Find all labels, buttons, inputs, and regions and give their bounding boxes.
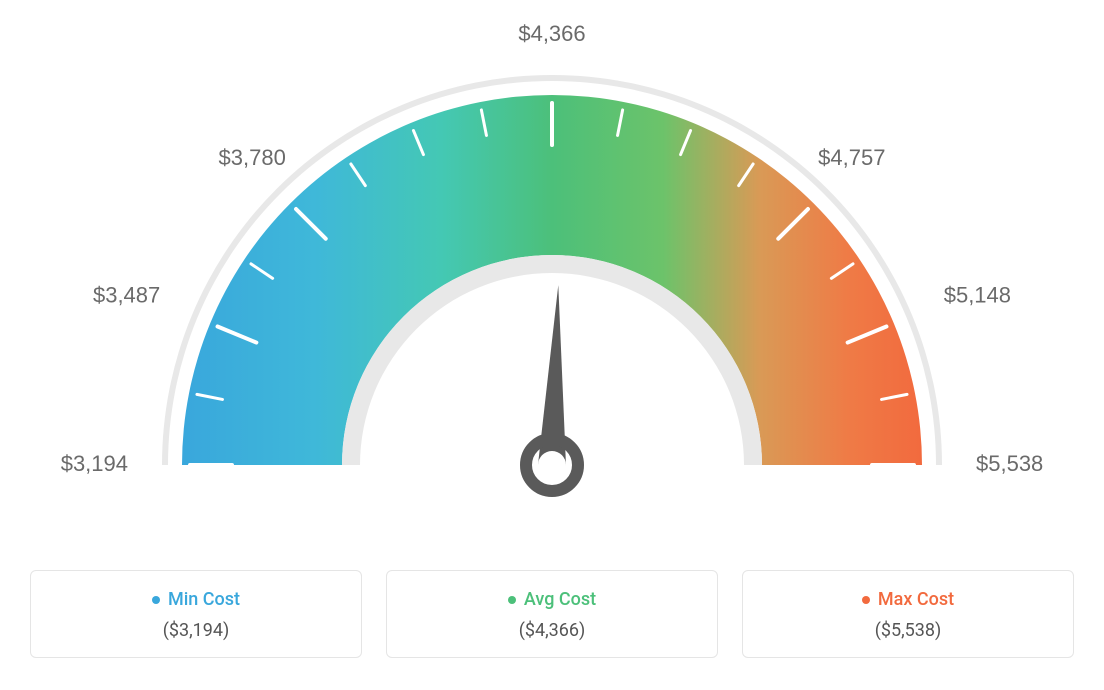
svg-text:$5,538: $5,538 (976, 451, 1043, 476)
svg-text:$4,366: $4,366 (518, 21, 585, 46)
cost-gauge-chart: $3,194 $3,487 $3,780 $4,366 $4,757 $5,148 $5,5… (20, 20, 1084, 658)
legend-avg-label-row: Avg Cost (397, 589, 707, 610)
legend-min-label: Min Cost (168, 589, 240, 610)
legend-avg-label: Avg Cost (524, 589, 596, 610)
legend-max-label-row: Max Cost (753, 589, 1063, 610)
gauge-svg: $3,194 $3,487 $3,780 $4,366 $4,757 $5,148 $5,5… (32, 20, 1072, 540)
svg-text:$4,757: $4,757 (818, 145, 885, 170)
legend-avg-dot (508, 596, 516, 604)
legend-card-max: Max Cost ($5,538) (742, 570, 1074, 658)
svg-text:$3,780: $3,780 (219, 145, 286, 170)
legend-min-label-row: Min Cost (41, 589, 351, 610)
svg-text:$5,148: $5,148 (944, 283, 1011, 308)
legend-card-min: Min Cost ($3,194) (30, 570, 362, 658)
legend-row: Min Cost ($3,194) Avg Cost ($4,366) Max … (20, 570, 1084, 658)
legend-min-dot (152, 596, 160, 604)
legend-max-dot (862, 596, 870, 604)
legend-max-label: Max Cost (878, 589, 954, 610)
gauge-svg-container: $3,194 $3,487 $3,780 $4,366 $4,757 $5,148 $5,5… (20, 20, 1084, 540)
legend-card-avg: Avg Cost ($4,366) (386, 570, 718, 658)
svg-text:$3,487: $3,487 (93, 283, 160, 308)
legend-max-value: ($5,538) (753, 620, 1063, 641)
legend-min-value: ($3,194) (41, 620, 351, 641)
legend-avg-value: ($4,366) (397, 620, 707, 641)
svg-text:$3,194: $3,194 (61, 451, 128, 476)
